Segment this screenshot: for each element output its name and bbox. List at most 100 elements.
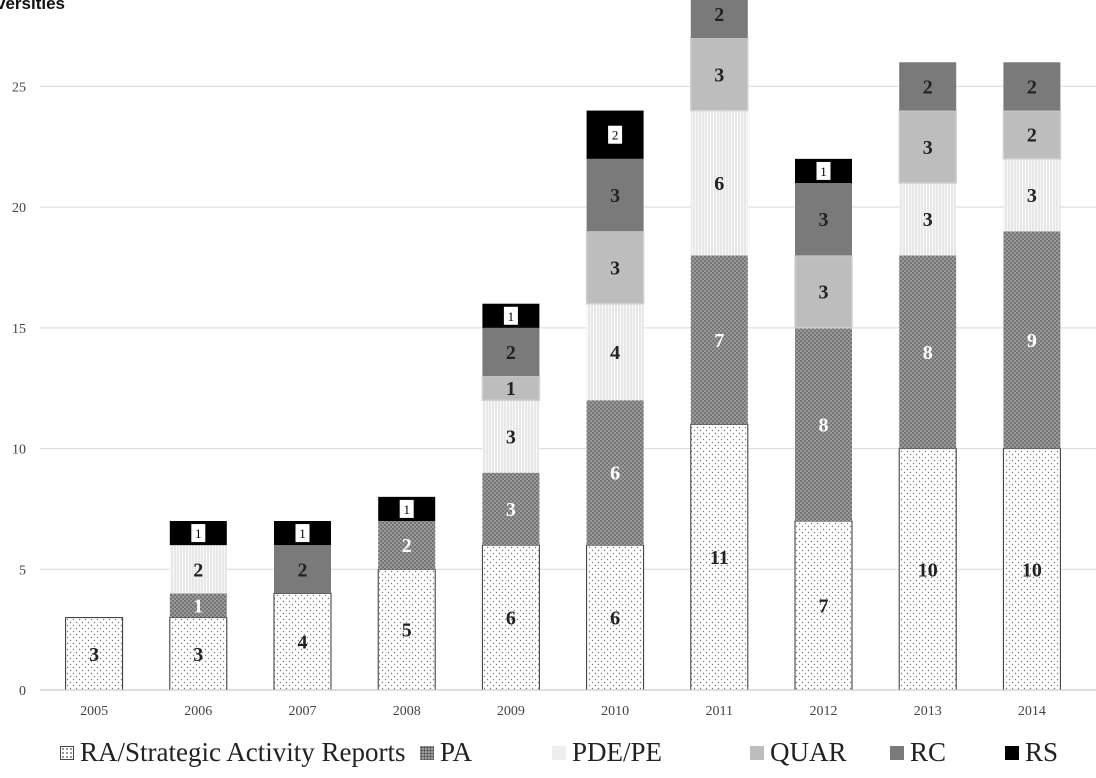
data-label: 1 (506, 378, 516, 400)
legend-swatch (60, 745, 74, 760)
legend-swatch (420, 745, 434, 760)
bar-stack-2008: 5 2 1 (377, 496, 436, 691)
data-label: 10 (918, 559, 938, 581)
bar-segment (169, 617, 228, 691)
bar-segment (1003, 158, 1061, 232)
data-label: 3 (819, 282, 829, 304)
legend-swatch (750, 745, 764, 760)
bar-segment (65, 617, 124, 691)
bar-segment (795, 183, 852, 256)
data-label: 3 (193, 644, 203, 666)
bar-stack-2009: 6 3 3 1 2 1 (481, 303, 541, 691)
data-label: 3 (610, 185, 620, 207)
legend-label: PDE/PE (572, 737, 663, 767)
y-axis: 0 5 10 15 20 25 (12, 80, 26, 699)
legend-swatch (890, 745, 904, 760)
data-label: 7 (819, 596, 829, 618)
x-tick-label: 2014 (1018, 704, 1046, 719)
data-label: 6 (714, 173, 724, 195)
data-label: 5 (402, 620, 412, 642)
data-label: 3 (506, 427, 516, 449)
legend-item: RC (890, 737, 946, 768)
bar-segment (690, 0, 748, 39)
bar-segment (794, 520, 853, 691)
data-label: 3 (714, 64, 724, 86)
bar-stack-2013: 10 8 3 3 2 (898, 62, 957, 691)
bars: 3 3 1 2 1 4 2 1 5 2 1 6 3 3 1 2 1 6 6 4 3 3 2 11 7 6 3 2 7 8 3 3 1 10 8 3 3 2… (65, 0, 1062, 691)
bar-segment (690, 37, 749, 112)
data-label: 8 (923, 342, 933, 364)
data-label: 2 (298, 559, 308, 581)
data-label: 2 (1027, 76, 1037, 98)
x-tick-label: 2012 (810, 704, 838, 719)
bar-segment (482, 400, 540, 473)
y-tick-label: 10 (12, 443, 26, 458)
bar-segment (482, 472, 540, 546)
bar-segment (899, 183, 957, 256)
legend-item: QUAR (750, 737, 847, 768)
bar-segment (794, 254, 853, 329)
bar-segment (169, 545, 227, 594)
data-label: 3 (923, 137, 933, 159)
data-label: 9 (1027, 330, 1037, 352)
data-label: 6 (610, 463, 620, 485)
data-label: 1 (508, 309, 515, 324)
data-label: 10 (1022, 559, 1042, 581)
bar-segment (1003, 62, 1061, 111)
bar-segment (898, 109, 957, 184)
data-label: 1 (403, 502, 410, 517)
x-tick-label: 2007 (289, 704, 317, 719)
bar-segment (690, 423, 749, 691)
data-label: 3 (89, 644, 99, 666)
bar-stack-2007: 4 2 1 (273, 521, 332, 691)
data-label-box (399, 499, 414, 518)
data-label: 6 (506, 608, 516, 630)
data-label: 2 (402, 535, 412, 557)
bar-segment (899, 255, 957, 449)
bar-segment (586, 544, 645, 691)
bar-stack-2014: 10 9 3 2 2 (1002, 62, 1062, 691)
bar-stack-2011: 11 7 6 3 2 (690, 0, 749, 691)
data-label: 3 (819, 209, 829, 231)
bar-segment (274, 545, 331, 594)
legend-swatch (552, 745, 566, 760)
bar-segment (690, 110, 748, 256)
bar-segment (481, 544, 540, 691)
data-label: 2 (923, 76, 933, 98)
bar-segment (169, 593, 227, 618)
data-label: 3 (923, 209, 933, 231)
legend-item: RA/Strategic Activity Reports (60, 737, 405, 768)
legend-item: PA (420, 737, 472, 768)
data-label: 7 (714, 330, 724, 352)
y-tick-label: 0 (19, 684, 26, 699)
legend-item: RS (1005, 737, 1058, 768)
y-tick-label: 25 (12, 80, 26, 95)
x-axis: 2005 2006 2007 2008 2009 2010 2011 2012 2013 2014 (40, 689, 1096, 719)
data-label-box (295, 524, 310, 543)
bar-segment (481, 375, 541, 402)
data-label: 4 (610, 342, 620, 364)
data-label: 1 (193, 596, 203, 618)
x-tick-label: 2010 (601, 704, 629, 719)
data-label: 11 (710, 547, 729, 569)
data-label: 2 (193, 559, 203, 581)
y-tick-label: 15 (12, 322, 26, 337)
bar-segment (377, 568, 436, 691)
x-tick-label: 2011 (706, 704, 733, 719)
data-label: 1 (299, 526, 306, 541)
legend-label: RA/Strategic Activity Reports (80, 737, 406, 767)
bar-segment (586, 400, 644, 546)
data-label-box (503, 306, 518, 325)
data-label: 2 (1027, 125, 1037, 147)
x-tick-label: 2006 (184, 704, 212, 719)
x-tick-label: 2005 (80, 704, 108, 719)
legend-label: PA (440, 737, 473, 767)
bar-segment (898, 448, 957, 691)
legend-swatch (1005, 745, 1019, 760)
bar-segment (690, 255, 748, 425)
legend-label: RC (910, 737, 947, 767)
bar-segment (586, 303, 644, 401)
x-tick-label: 2013 (914, 704, 942, 719)
legend-label: QUAR (770, 737, 847, 767)
x-tick-label: 2008 (393, 704, 421, 719)
